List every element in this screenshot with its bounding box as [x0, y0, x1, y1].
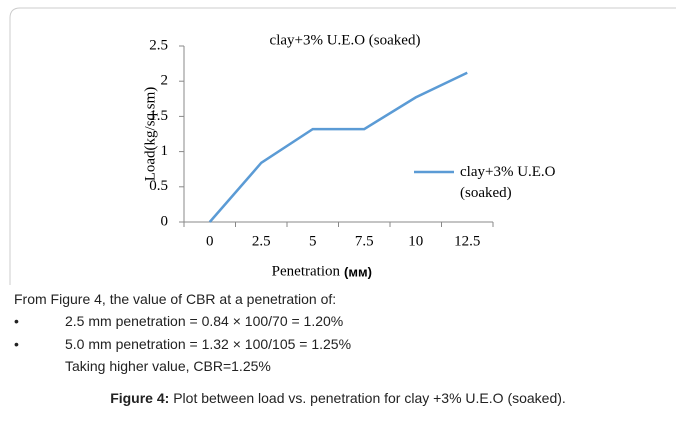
bullet-text: 2.5 mm penetration = 0.84 × 100/70 = 1.2…	[65, 313, 344, 329]
x-tick-label: 7.5	[355, 233, 374, 249]
chart-title: clay+3% U.E.O (soaked)	[270, 32, 421, 48]
frame	[9, 7, 676, 285]
line-series	[208, 71, 468, 223]
x-tick-label: 2.5	[252, 233, 271, 249]
y-tick-label: 2.5	[149, 37, 168, 53]
legend-label: clay+3% U.E.O (soaked)	[460, 164, 556, 201]
x-tick-label: 12.5	[454, 233, 480, 249]
y-tick-label: 0.5	[149, 178, 168, 194]
x-tick-label: 10	[408, 233, 423, 249]
caption: Figure 4: Plot between load vs. penetrat…	[0, 390, 676, 406]
y-tick-label: 2	[161, 73, 169, 89]
x-tick-label: 0	[206, 233, 214, 249]
bullet: •	[14, 313, 19, 329]
x-tick-label: 5	[309, 233, 317, 249]
caption-label: Figure 4:	[110, 390, 170, 406]
caption-text: Plot between load vs. penetration for cl…	[173, 390, 566, 406]
x-axis-unit: (мм)	[344, 264, 372, 279]
conclusion-text: Taking higher value, CBR=1.25%	[65, 358, 271, 374]
y-axis-label: Load(kg/sq.sm)	[142, 87, 158, 182]
x-axis-label: Penetration	[272, 263, 341, 279]
bullet: •	[14, 336, 19, 352]
intro-text: From Figure 4, the value of CBR at a pen…	[14, 291, 337, 307]
y-tick-label: 0	[161, 213, 169, 229]
y-tick-label: 1	[161, 143, 169, 159]
bullet-text: 5.0 mm penetration = 1.32 × 100/105 = 1.…	[65, 336, 352, 352]
y-tick-label: 1.5	[149, 108, 168, 124]
